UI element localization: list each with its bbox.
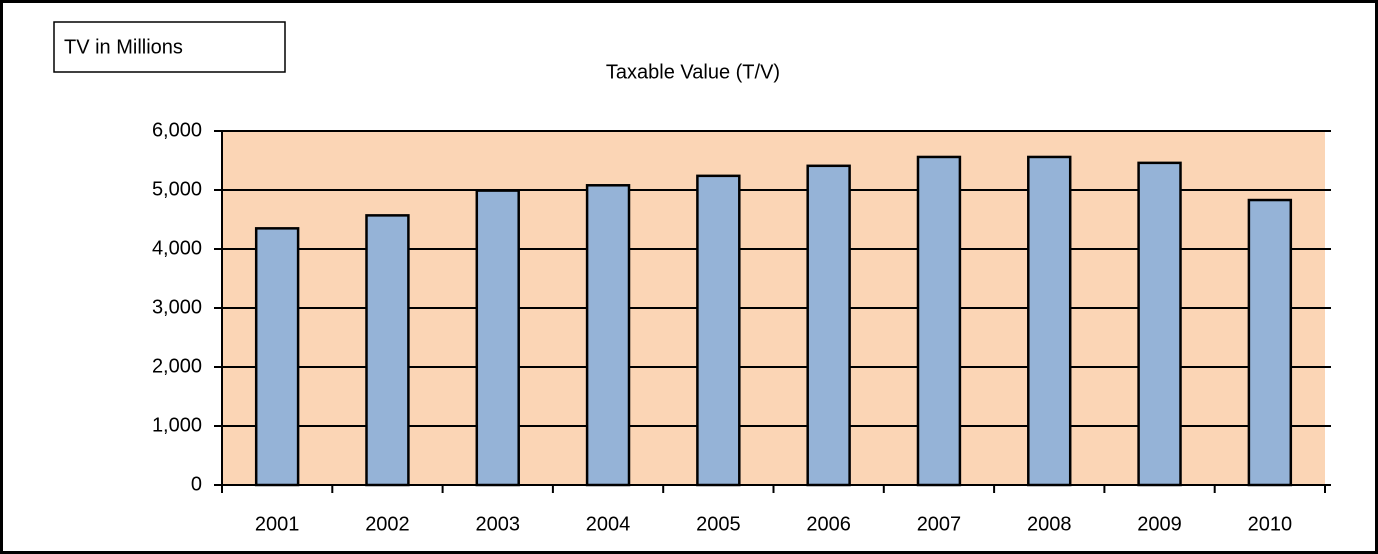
x-tick-label: 2009 xyxy=(1137,513,1182,535)
bar xyxy=(365,214,410,487)
x-tick-label: 2006 xyxy=(806,513,851,535)
x-tick-label: 2003 xyxy=(476,513,521,535)
y-tick-label: 0 xyxy=(191,473,202,495)
bar xyxy=(696,174,741,487)
x-tick-label: 2010 xyxy=(1248,513,1293,535)
y-tick-label: 5,000 xyxy=(152,178,202,200)
y-tick-label: 4,000 xyxy=(152,237,202,259)
annotation: TV in Millions xyxy=(64,36,183,58)
bar xyxy=(1137,161,1182,487)
bar xyxy=(1247,198,1293,487)
x-tick-label: 2005 xyxy=(696,513,741,535)
annotation-box xyxy=(53,21,286,73)
x-tick-label: 2004 xyxy=(586,513,631,535)
bar xyxy=(806,164,851,487)
bar xyxy=(916,155,962,487)
bar xyxy=(475,189,520,487)
bar xyxy=(254,227,300,487)
x-tick-label: 2008 xyxy=(1027,513,1072,535)
bar xyxy=(1027,155,1072,487)
x-tick-label: 2001 xyxy=(255,513,300,535)
x-tick-label: 2002 xyxy=(365,513,410,535)
y-tick-label: 1,000 xyxy=(152,414,202,436)
y-tick-label: 6,000 xyxy=(152,119,202,141)
x-tick-label: 2007 xyxy=(917,513,962,535)
bar xyxy=(585,184,631,487)
y-tick-label: 3,000 xyxy=(152,296,202,318)
chart-title: Taxable Value (T/V) xyxy=(606,61,780,83)
y-tick-label: 2,000 xyxy=(152,355,202,377)
